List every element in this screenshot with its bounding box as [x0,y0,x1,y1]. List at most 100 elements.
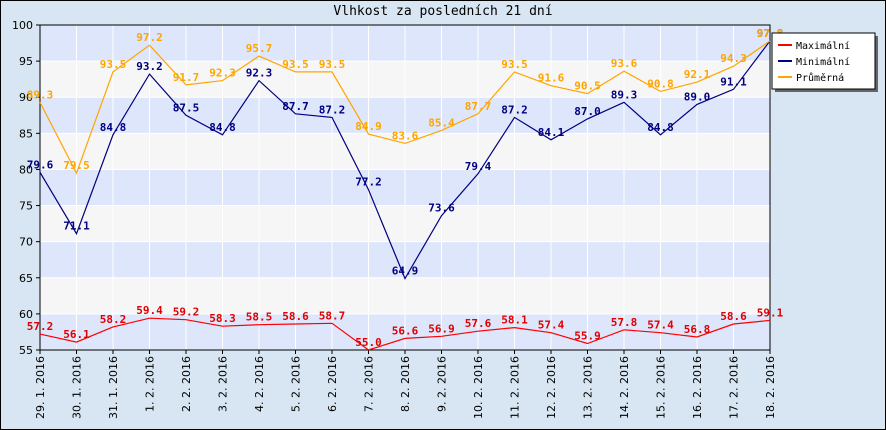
data-label: 58.1 [501,314,528,327]
x-tick-label: 15. 2. 2016 [655,356,668,419]
x-tick-label: 30. 1. 2016 [71,356,84,419]
data-label: 84.8 [647,121,674,134]
data-label: 58.2 [100,313,127,326]
x-tick-label: 16. 2. 2016 [691,356,704,419]
x-tick-label: 29. 1. 2016 [34,356,47,419]
data-label: 56.6 [392,324,419,337]
x-tick-label: 17. 2. 2016 [728,356,741,419]
data-label: 59.2 [173,306,200,319]
data-label: 57.8 [611,316,638,329]
data-label: 58.3 [209,312,236,325]
x-tick-label: 12. 2. 2016 [545,356,558,419]
data-label: 95.7 [246,42,273,55]
data-label: 79.5 [63,159,90,172]
y-tick-label: 70 [19,236,33,249]
y-tick-label: 90 [19,91,33,104]
y-tick-label: 65 [19,272,33,285]
data-label: 87.5 [173,101,200,114]
x-tick-label: 8. 2. 2016 [399,356,412,412]
data-label: 94.3 [720,52,747,65]
data-label: 93.6 [611,57,638,70]
data-label: 84.1 [538,126,565,139]
data-label: 79.4 [465,160,492,173]
x-tick-label: 4. 2. 2016 [253,356,266,412]
data-label: 92.3 [246,67,273,80]
y-tick-label: 60 [19,308,33,321]
data-label: 89.3 [27,88,54,101]
data-label: 84.8 [100,121,127,134]
legend-label: Maximální [796,40,850,52]
series-line-1 [39,40,771,280]
data-label: 57.4 [538,319,565,332]
x-tick-label: 9. 2. 2016 [436,356,449,412]
y-tick-label: 95 [19,55,33,68]
data-label: 84.9 [355,120,382,133]
data-label: 56.8 [684,323,711,336]
data-label: 90.8 [647,77,674,90]
data-label: 91.1 [720,75,747,88]
data-label: 73.6 [428,202,455,215]
data-label: 93.2 [136,60,163,73]
y-tick-label: 100 [12,19,33,32]
y-tick-label: 75 [19,200,33,213]
data-label: 57.6 [465,317,492,330]
x-tick-label: 1. 2. 2016 [144,356,157,412]
x-tick-label: 31. 1. 2016 [107,356,120,419]
data-label: 71.1 [63,220,90,233]
data-label: 59.1 [757,306,784,319]
data-label: 87.0 [574,105,601,118]
data-label: 91.7 [173,71,200,84]
x-tick-label: 3. 2. 2016 [217,356,230,412]
series-line-2 [39,40,771,175]
data-label: 64.9 [392,265,419,278]
data-label: 90.5 [574,80,601,93]
data-label: 89.0 [684,90,711,103]
x-tick-label: 11. 2. 2016 [509,356,522,419]
data-label: 87.7 [282,100,309,113]
data-label: 87.2 [319,103,346,116]
series-line-0 [39,317,771,351]
data-label: 57.4 [647,319,674,332]
data-label: 58.6 [720,310,747,323]
data-label: 56.9 [428,322,455,335]
data-label: 93.5 [282,58,309,71]
data-label: 92.1 [684,68,711,81]
data-label: 87.2 [501,103,528,116]
data-label: 55.0 [355,336,382,349]
data-label: 58.6 [282,310,309,323]
y-tick-label: 55 [19,344,33,357]
data-label: 91.6 [538,72,565,85]
x-tick-label: 14. 2. 2016 [618,356,631,419]
data-label: 85.4 [428,116,455,129]
data-label: 92.3 [209,67,236,80]
data-label: 83.6 [392,129,419,142]
data-label: 84.8 [209,121,236,134]
x-tick-label: 5. 2. 2016 [290,356,303,412]
x-tick-label: 13. 2. 2016 [582,356,595,419]
data-label: 89.3 [611,88,638,101]
data-label: 57.2 [27,320,54,333]
x-tick-label: 6. 2. 2016 [326,356,339,412]
chart-title: Vlhkost za posledních 21 dní [333,4,553,19]
y-tick-label: 80 [19,163,33,176]
legend-label: Průměrná [796,72,844,84]
data-label: 77.2 [355,176,382,189]
data-label: 87.7 [465,100,492,113]
data-label: 58.7 [319,309,346,322]
data-label: 56.1 [63,328,90,341]
data-label: 97.2 [136,31,163,44]
x-tick-label: 18. 2. 2016 [764,356,777,419]
data-label: 93.5 [501,58,528,71]
data-label: 58.5 [246,311,273,324]
data-label: 79.6 [27,158,54,171]
data-label: 59.4 [136,304,163,317]
x-tick-label: 2. 2. 2016 [180,356,193,412]
x-tick-label: 10. 2. 2016 [472,356,485,419]
data-label: 93.5 [100,58,127,71]
data-label: 93.5 [319,58,346,71]
legend-label: Minimální [796,56,850,68]
y-tick-label: 85 [19,127,33,140]
x-tick-label: 7. 2. 2016 [363,356,376,412]
data-label: 55.9 [574,330,601,343]
